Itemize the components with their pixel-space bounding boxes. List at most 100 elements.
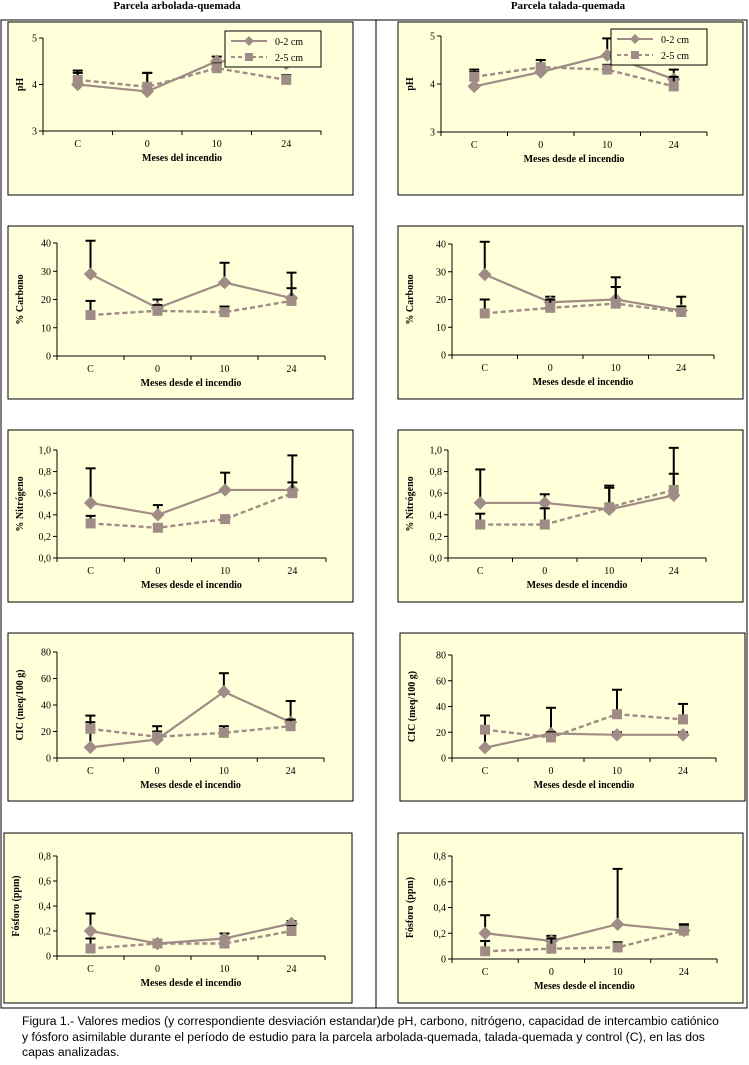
y-tick-label: 40 xyxy=(41,701,51,712)
legend-marker-2-5cm xyxy=(631,51,639,59)
figure-caption: Figura 1.- Valores medios (y correspondi… xyxy=(22,1014,719,1059)
data-point-0-2cm xyxy=(218,483,232,497)
y-axis-title: % Carbono xyxy=(15,274,26,324)
data-point-0-2cm xyxy=(610,728,624,742)
y-tick-label: 0 xyxy=(441,754,446,765)
y-axis-title: % Nitrógeno xyxy=(15,476,26,531)
y-tick-label: 1,0 xyxy=(430,446,443,457)
data-point-0-2cm xyxy=(217,275,232,290)
y-tick-label: 0,6 xyxy=(434,877,447,888)
y-tick-label: 0,8 xyxy=(434,852,447,863)
y-tick-label: 0,4 xyxy=(430,510,443,521)
y-tick-label: 0,0 xyxy=(39,554,52,565)
data-point-0-2cm xyxy=(478,267,492,282)
y-tick-label: 0 xyxy=(46,352,51,363)
x-tick-label: 24 xyxy=(678,766,688,777)
column-title-arbolada: Parcela arbolada-quemada xyxy=(113,0,241,12)
y-tick-label: 80 xyxy=(436,651,446,662)
data-point-2-5cm xyxy=(678,714,688,725)
data-point-0-2cm xyxy=(217,685,231,699)
legend-marker-2-5cm xyxy=(245,53,253,61)
series-line-2-5cm xyxy=(474,65,675,88)
y-axis-title: pH xyxy=(15,78,26,92)
y-axis-title: % Carbono xyxy=(405,274,416,324)
data-point-0-2cm xyxy=(83,740,98,755)
data-point-2-5cm xyxy=(285,721,296,732)
x-tick-label: 0 xyxy=(155,766,160,777)
x-tick-label: 0 xyxy=(549,967,554,978)
data-point-2-5cm xyxy=(535,62,546,73)
series-line-2-5cm xyxy=(484,302,682,315)
series-line-2-5cm xyxy=(90,492,293,529)
series-line-0-2cm xyxy=(484,923,684,943)
x-tick-label: 10 xyxy=(604,566,614,577)
y-tick-label: 40 xyxy=(436,240,446,251)
x-tick-label: C xyxy=(482,967,489,978)
y-tick-label: 0,4 xyxy=(434,903,447,914)
data-point-0-2cm xyxy=(610,917,625,931)
data-point-2-5cm xyxy=(219,938,230,949)
x-tick-label: 10 xyxy=(220,964,230,975)
series-line-0-2cm xyxy=(484,732,683,749)
data-point-2-5cm xyxy=(287,488,298,499)
y-tick-label: 0,6 xyxy=(39,877,52,888)
x-axis-title: Meses desde el incendio xyxy=(534,780,635,791)
chart-panel-carbono-arbolada xyxy=(7,225,354,400)
series-line-0-2cm xyxy=(484,273,682,312)
y-tick-label: 30 xyxy=(436,267,446,278)
legend-label-2-5cm: 2-5 cm xyxy=(661,51,689,62)
y-tick-label: 0,6 xyxy=(39,489,52,500)
x-tick-label: 24 xyxy=(669,140,679,151)
x-tick-label: 24 xyxy=(287,364,297,375)
y-tick-label: 0,2 xyxy=(430,532,443,543)
y-tick-label: 40 xyxy=(436,702,446,713)
series-line-0-2cm xyxy=(90,273,292,310)
chart-panel-nitrogeno-arbolada xyxy=(7,429,354,603)
y-tick-label: 3 xyxy=(32,127,37,138)
x-axis-title: Meses desde el incendio xyxy=(524,154,625,165)
series-line-2-5cm xyxy=(480,488,675,526)
data-point-2-5cm xyxy=(480,946,491,957)
data-point-2-5cm xyxy=(469,71,480,82)
data-point-0-2cm xyxy=(83,924,98,938)
data-point-2-5cm xyxy=(286,295,297,306)
y-tick-label: 0,4 xyxy=(39,510,52,521)
x-tick-label: C xyxy=(87,964,94,975)
y-axis-title: CIC (meq/100 g) xyxy=(15,669,26,740)
y-tick-label: 0,8 xyxy=(39,852,52,863)
y-tick-label: 0,4 xyxy=(39,902,52,913)
legend-box xyxy=(224,30,322,68)
x-tick-label: 24 xyxy=(281,139,291,150)
x-tick-label: 24 xyxy=(286,766,296,777)
y-axis-title: % Nitrógeno xyxy=(405,476,416,531)
x-tick-label: C xyxy=(471,140,478,151)
series-line-0-2cm xyxy=(90,922,292,945)
x-tick-label: C xyxy=(477,566,484,577)
x-tick-label: 24 xyxy=(676,363,686,374)
data-point-2-5cm xyxy=(220,514,231,525)
y-tick-label: 0 xyxy=(46,754,51,765)
data-point-2-5cm xyxy=(72,74,83,85)
y-tick-label: 3 xyxy=(430,128,435,139)
data-point-2-5cm xyxy=(475,519,486,530)
x-axis-title: Meses desde el incendio xyxy=(533,377,634,388)
series-line-0-2cm xyxy=(90,488,293,516)
legend-box xyxy=(610,28,708,66)
data-point-2-5cm xyxy=(610,298,621,309)
data-point-2-5cm xyxy=(546,732,556,743)
data-point-2-5cm xyxy=(546,943,557,954)
x-tick-label: C xyxy=(482,766,489,777)
data-point-0-2cm xyxy=(676,728,690,742)
data-point-2-5cm xyxy=(211,63,222,74)
y-tick-label: 10 xyxy=(436,323,446,334)
x-tick-label: C xyxy=(74,139,81,150)
data-point-0-2cm xyxy=(478,926,492,940)
data-point-2-5cm xyxy=(479,308,490,319)
x-tick-label: 0 xyxy=(548,363,553,374)
x-axis-title: Meses desde el incendio xyxy=(141,580,242,591)
data-point-2-5cm xyxy=(676,306,687,317)
chart-panel-carbono-talada xyxy=(397,225,744,400)
y-tick-label: 0,6 xyxy=(430,489,443,500)
y-tick-label: 20 xyxy=(436,728,446,739)
x-tick-label: 0 xyxy=(145,139,150,150)
